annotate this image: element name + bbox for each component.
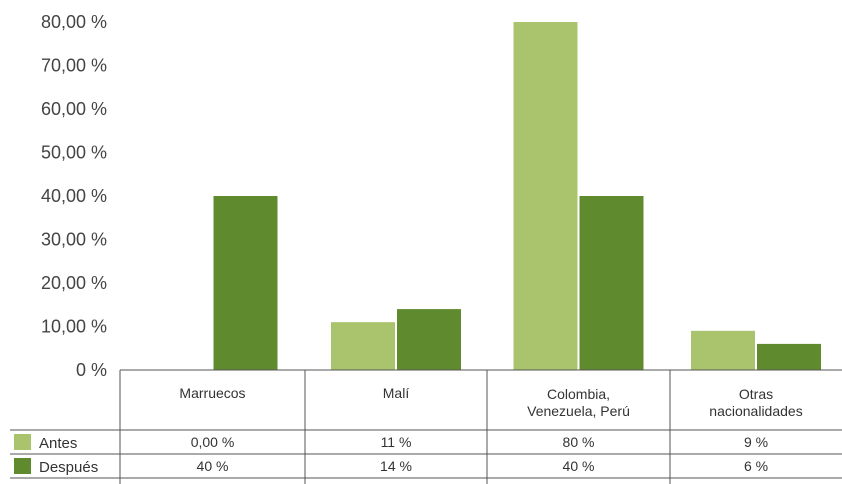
table-value: 0,00 %: [191, 434, 235, 450]
bar-despus-1: [397, 309, 461, 370]
category-label: Colombia,: [547, 386, 610, 402]
table-value: 14 %: [380, 458, 412, 474]
legend-label: Después: [39, 459, 98, 476]
y-tick-label: 50,00 %: [41, 143, 107, 163]
legend-label: Antes: [39, 435, 77, 452]
table-value: 40 %: [197, 458, 229, 474]
category-label: Malí: [383, 385, 410, 401]
bar-despus-2: [579, 196, 644, 370]
table-value: 80 %: [563, 434, 595, 450]
bar-antes-3: [691, 330, 755, 370]
table-value: 6 %: [744, 458, 768, 474]
category-label: Marruecos: [179, 385, 245, 401]
y-tick-label: 70,00 %: [41, 56, 107, 76]
bar-despus-0: [213, 196, 278, 370]
y-tick-label: 40,00 %: [41, 186, 107, 206]
y-tick-label: 20,00 %: [41, 273, 107, 293]
table-value: 40 %: [563, 458, 595, 474]
bars: [213, 22, 821, 370]
table-value: 9 %: [744, 434, 768, 450]
bar-antes-1: [331, 322, 395, 370]
category-label: Venezuela, Perú: [527, 403, 630, 419]
category-label: nacionalidades: [709, 403, 802, 419]
bar-despus-3: [757, 343, 821, 370]
table-value: 11 %: [381, 434, 412, 450]
y-tick-label: 30,00 %: [41, 230, 107, 250]
y-tick-label: 60,00 %: [41, 99, 107, 119]
data-table: Marruecos Malí Colombia,Venezuela, Perú Otr…: [10, 369, 842, 484]
legend-swatch-antes: [14, 434, 31, 450]
bar-antes-2: [513, 22, 578, 370]
y-axis: 0 % 10,00 % 20,00 % 30,00 % 40,00 % 50,00 % 60…: [41, 12, 107, 380]
y-tick-label: 0 %: [76, 360, 107, 380]
category-label: Otras: [739, 386, 773, 402]
y-tick-label: 10,00 %: [41, 317, 107, 337]
legend-swatch-despus: [14, 458, 31, 474]
y-tick-label: 80,00 %: [41, 12, 107, 32]
